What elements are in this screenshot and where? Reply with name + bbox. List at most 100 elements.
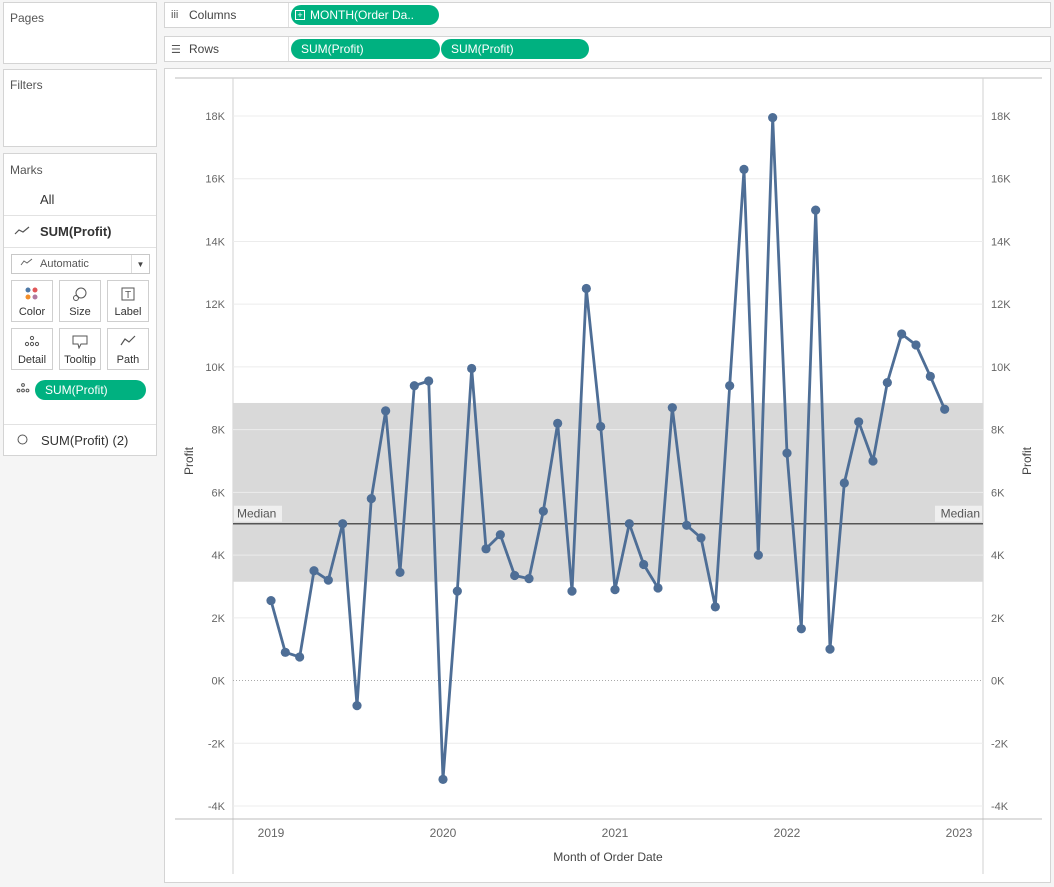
median-label-left: Median [237,507,276,521]
path-button[interactable]: Path [107,328,149,370]
tooltip-button[interactable]: Tooltip [59,328,101,370]
profit-data-point [768,112,778,123]
color-button[interactable]: Color [11,280,53,322]
profit-data-point [696,533,706,543]
columns-shelf[interactable]: iii Columns + MONTH(Order Da.. [164,2,1051,28]
detail-icon [12,335,52,350]
profit-data-point [710,602,720,612]
line-type-icon [20,258,36,270]
profit-data-point [753,550,763,560]
y-tick-label-right: 14K [991,236,1011,248]
columns-pill[interactable]: + MONTH(Order Da.. [291,5,439,25]
y-tick-label-left: 10K [205,362,225,374]
median-label-right: Median [941,507,980,521]
profit-data-point [495,530,505,540]
profit-data-point [911,340,921,350]
y-tick-label-right: 0K [991,676,1005,688]
detail-pill[interactable]: SUM(Profit) [35,380,146,400]
rows-pill-1[interactable]: SUM(Profit) [291,39,440,59]
columns-pill-label: MONTH(Order Da.. [310,8,415,22]
profit-data-point [295,652,305,662]
profit-data-point [639,559,649,570]
profit-data-point [624,519,634,529]
profit-data-point [481,544,491,554]
detail-button-label: Detail [17,354,47,366]
y-tick-label-right: 16K [991,174,1011,186]
y-tick-label-left: 0K [212,676,226,688]
rows-pill-2[interactable]: SUM(Profit) [441,39,589,59]
profit-data-point [811,205,821,215]
profit-data-point [581,283,591,294]
profit-data-point [309,566,319,576]
y-tick-label-right: 12K [991,299,1011,311]
y-tick-label-left: -2K [208,738,226,750]
marks-second-label: SUM(Profit) (2) [41,433,129,448]
profit-data-point [940,404,950,414]
profit-data-point [395,567,405,577]
marks-all-tab[interactable]: All [4,184,156,216]
profit-data-point [553,418,563,428]
y-tick-label-right: 4K [991,550,1005,562]
y-tick-label-right: 2K [991,613,1005,625]
mark-type-label: Automatic [40,258,89,270]
expand-plus-icon: + [295,10,305,20]
marks-active-tab[interactable]: SUM(Profit) [4,216,156,248]
label-button[interactable]: T Label [107,280,149,322]
size-icon [60,287,100,304]
profit-data-point [596,421,606,432]
y-tick-label-left: 2K [212,613,226,625]
profit-data-point [381,406,391,416]
profit-data-point [667,403,677,413]
profit-data-point [424,376,434,386]
detail-button[interactable]: Detail [11,328,53,370]
profit-series-line [269,116,946,781]
path-button-label: Path [116,354,140,366]
x-tick-label: 2022 [774,826,801,840]
profit-data-point [653,583,663,593]
filters-card[interactable]: Filters [3,69,157,147]
profit-data-point [925,371,935,381]
profit-data-point [280,647,290,657]
y-tick-label-left: 6K [212,487,226,499]
path-icon [108,335,148,350]
marks-second-tab[interactable]: SUM(Profit) (2) [4,424,156,456]
x-tick-label: 2021 [602,826,629,840]
marks-all-label: All [40,192,55,207]
profit-data-point [868,456,878,466]
tooltip-button-label: Tooltip [64,354,96,366]
size-button[interactable]: Size [59,280,101,322]
rows-shelf[interactable]: ☰ Rows SUM(Profit) SUM(Profit) [164,36,1051,62]
detail-pill-icon [16,382,30,396]
text-label-icon: T [108,287,148,304]
profit-data-point [725,381,735,391]
y-tick-label-right: 8K [991,425,1005,437]
y-tick-label-right: 6K [991,487,1005,499]
y-tick-label-right: -2K [991,738,1009,750]
profit-data-point [567,586,577,596]
profit-data-point [782,448,792,458]
y-axis-title-right: Profit [1020,446,1034,475]
marks-active-label: SUM(Profit) [40,224,112,239]
mark-type-dropdown[interactable]: Automatic ▼ [11,254,150,274]
columns-label-text: Columns [189,8,237,22]
y-tick-label-right: 10K [991,362,1011,374]
profit-data-point [610,584,620,595]
profit-data-point [538,506,548,516]
profit-data-point [825,644,835,654]
columns-icon: iii [171,9,179,21]
rows-icon: ☰ [171,43,181,56]
tooltip-icon [60,335,100,352]
profit-data-point [409,381,419,391]
marks-title: Marks [10,163,43,177]
label-button-label: Label [114,306,142,318]
circle-mark-icon [17,434,29,448]
x-tick-label: 2020 [430,826,457,840]
y-tick-label-left: 8K [212,425,226,437]
columns-shelf-label: iii Columns [165,3,289,27]
profit-data-point [352,701,362,711]
line-mark-icon [14,225,34,239]
profit-data-point [854,417,864,427]
profit-data-point [452,586,462,596]
profit-data-point [323,575,333,585]
pages-card[interactable]: Pages [3,2,157,64]
